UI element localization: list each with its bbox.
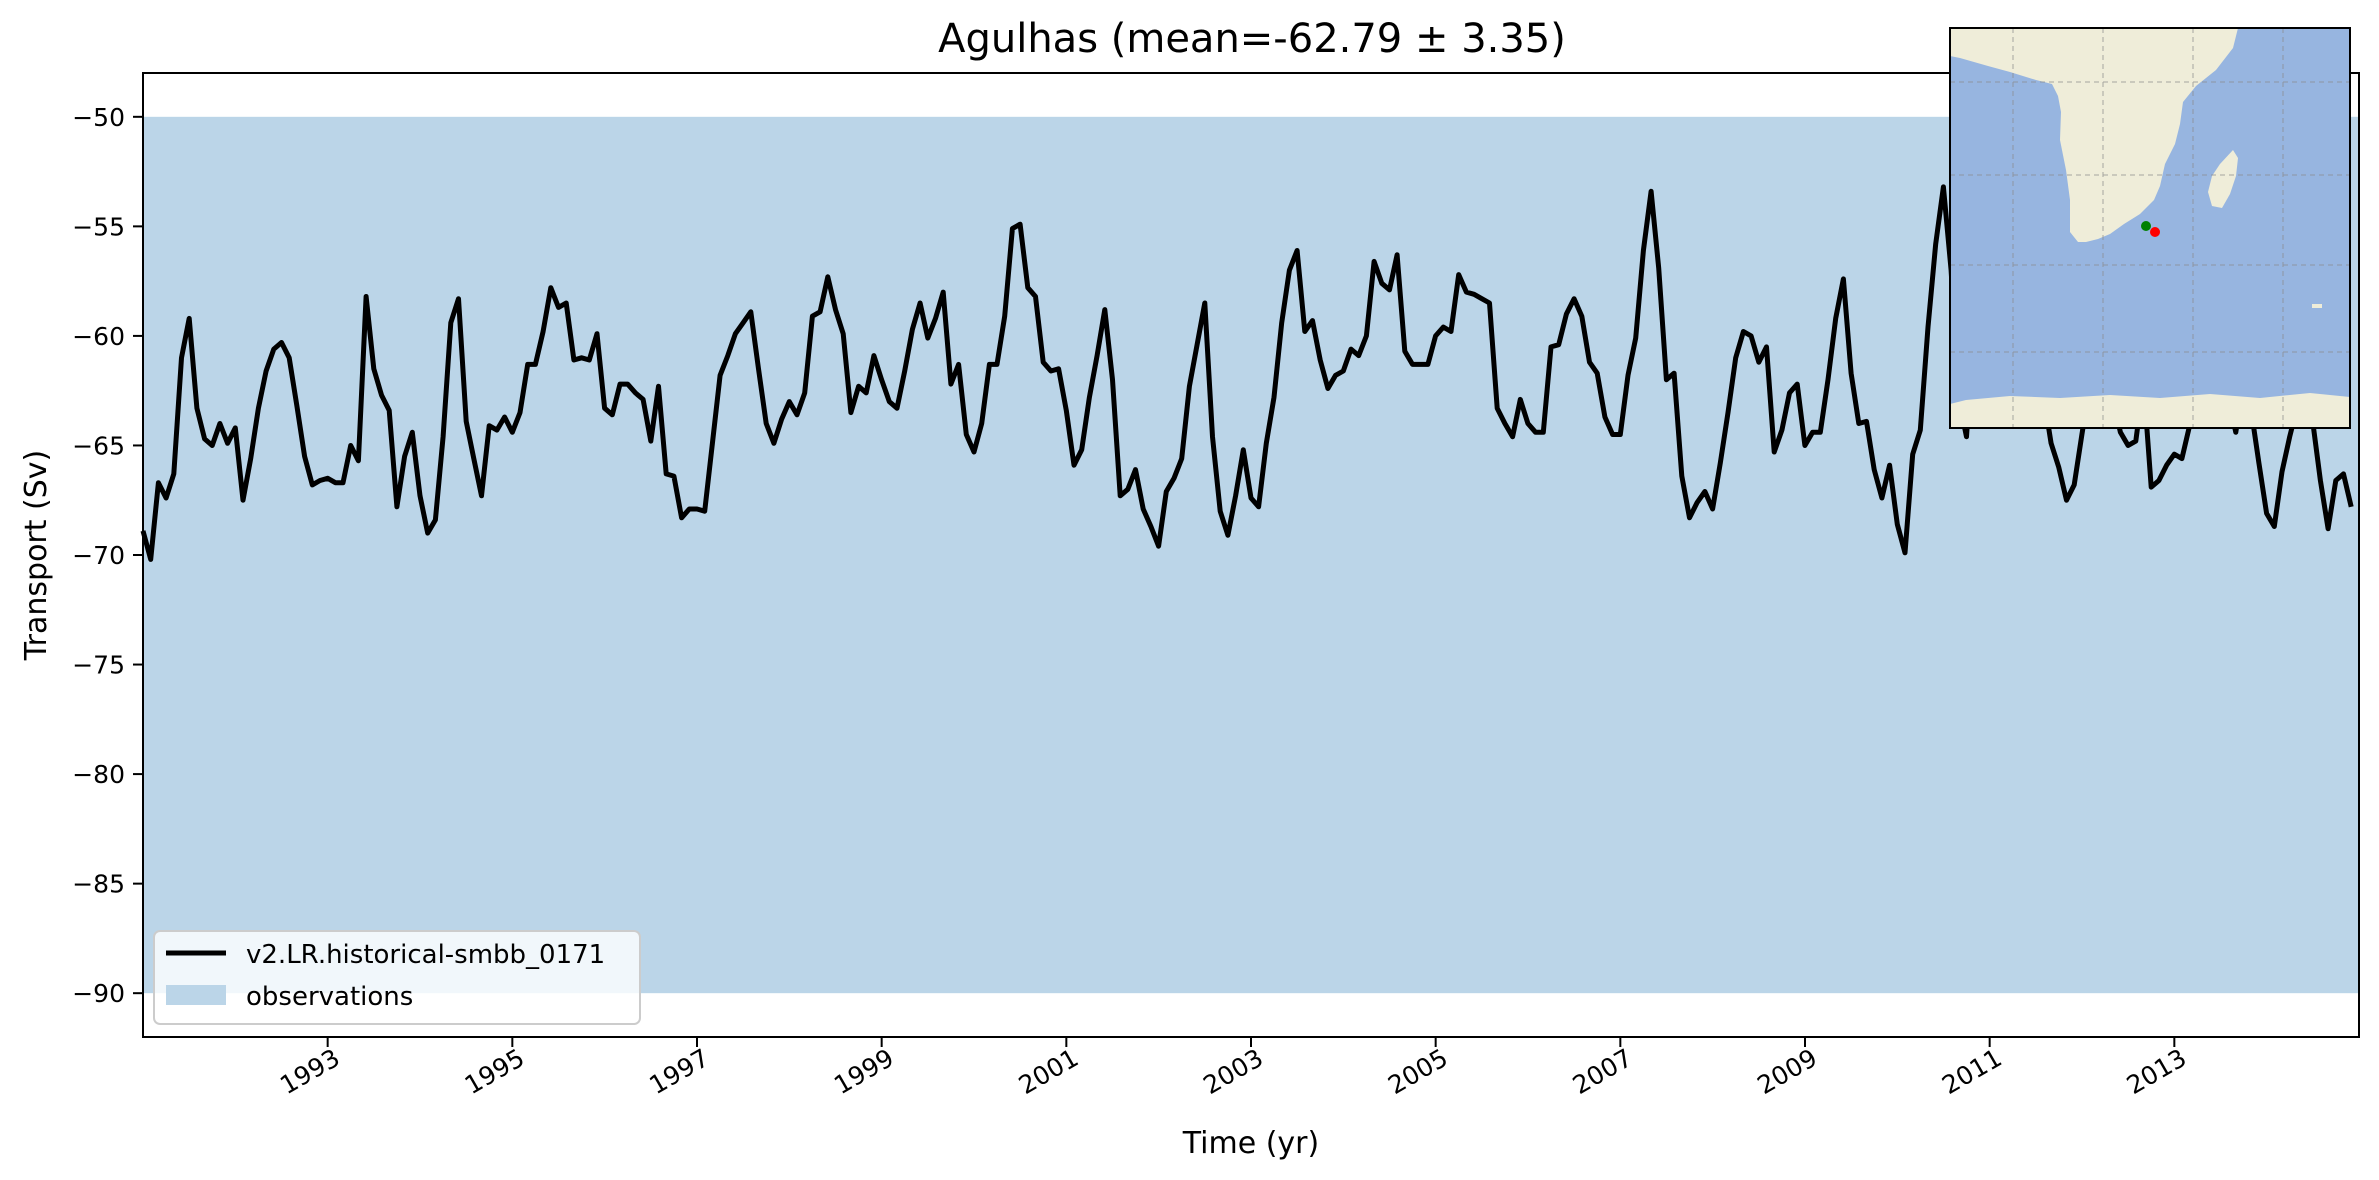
legend-label-model: v2.LR.historical-smbb_0171	[246, 940, 605, 970]
chart-title: Agulhas (mean=-62.79 ± 3.35)	[938, 16, 1566, 62]
y-tick-label: −50	[72, 103, 125, 132]
plot-frame	[142, 72, 2360, 1038]
legend: v2.LR.historical-smbb_0171 observations	[153, 930, 641, 1025]
legend-box	[153, 930, 641, 1025]
inset-red-marker	[2150, 227, 2160, 237]
y-axis-ticks: −50 −55 −60 −65 −70 −75 −80 −85 −90	[72, 103, 143, 1008]
inset-gridlines	[1950, 28, 2350, 428]
x-axis-label: Time (yr)	[1182, 1126, 1319, 1161]
inset-small-island	[2312, 304, 2322, 308]
y-tick-label: −60	[72, 322, 125, 351]
legend-label-observations: observations	[246, 982, 413, 1012]
inset-green-marker	[2141, 221, 2151, 231]
y-tick-label: −55	[72, 212, 125, 241]
y-tick-label: −90	[72, 979, 125, 1008]
inset-map	[1949, 27, 2351, 429]
y-tick-label: −80	[72, 760, 125, 789]
y-axis-label: Transport (Sv)	[19, 450, 54, 662]
y-tick-label: −70	[72, 541, 125, 570]
legend-band-swatch	[166, 985, 226, 1005]
madagascar-landmass	[2208, 150, 2238, 208]
inset-frame	[1949, 27, 2351, 429]
y-tick-label: −85	[72, 870, 125, 899]
antarctica-landmass	[1950, 393, 2350, 428]
y-tick-label: −75	[72, 651, 125, 680]
y-tick-label: −65	[72, 431, 125, 460]
